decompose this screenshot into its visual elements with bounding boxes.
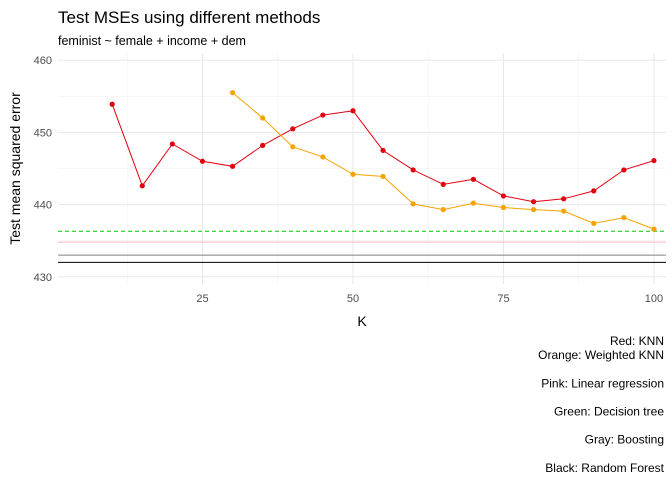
data-point xyxy=(440,207,446,213)
x-tick-label: 50 xyxy=(347,293,359,305)
tick-labels: 430 440 450 460 25 50 75 100 xyxy=(34,55,663,305)
data-point xyxy=(410,167,416,173)
data-point xyxy=(229,163,236,169)
data-point xyxy=(621,214,627,221)
data-point xyxy=(199,158,206,164)
y-tick-label: 440 xyxy=(34,200,52,212)
data-point xyxy=(320,154,326,160)
data-point xyxy=(651,157,657,164)
data-point xyxy=(139,183,145,189)
data-point xyxy=(621,167,627,173)
data-point xyxy=(290,144,296,150)
reference-lines xyxy=(58,230,666,263)
data-point xyxy=(440,181,446,187)
series-layer xyxy=(109,90,657,232)
data-point xyxy=(561,208,567,214)
data-point xyxy=(260,115,266,121)
data-point xyxy=(591,220,597,226)
chart-subtitle: feminist ~ female + income + dem xyxy=(58,34,246,48)
data-point xyxy=(530,207,537,213)
data-point xyxy=(410,201,416,207)
caption-line: Green: Decision tree xyxy=(554,405,664,419)
data-point xyxy=(470,200,476,206)
data-point xyxy=(320,112,326,118)
data-point xyxy=(350,108,356,114)
data-point xyxy=(651,226,657,232)
x-axis-title: K xyxy=(357,313,367,329)
caption-line: Red: KNN xyxy=(610,334,664,348)
y-axis-title: Test mean squared error xyxy=(7,92,23,245)
data-point xyxy=(109,101,115,107)
caption-line: Pink: Linear regression xyxy=(541,376,664,390)
data-point xyxy=(229,90,236,96)
data-point xyxy=(260,142,266,148)
data-point xyxy=(470,176,476,182)
data-point xyxy=(500,204,507,211)
x-tick-label: 25 xyxy=(196,293,208,305)
caption-line: Gray: Boosting xyxy=(585,433,664,447)
chart-title: Test MSEs using different methods xyxy=(58,8,320,27)
x-tick-label: 75 xyxy=(497,293,509,305)
data-point xyxy=(561,196,567,202)
y-tick-label: 460 xyxy=(34,55,52,67)
y-tick-label: 450 xyxy=(34,127,52,139)
caption-line: Black: Random Forest xyxy=(545,461,664,475)
data-point xyxy=(530,199,537,205)
data-point xyxy=(380,147,386,154)
y-tick-label: 430 xyxy=(34,272,52,284)
grid xyxy=(58,53,666,284)
data-point xyxy=(290,126,296,132)
data-point xyxy=(591,188,597,194)
data-point xyxy=(380,173,386,180)
x-tick-label: 100 xyxy=(645,293,663,305)
data-point xyxy=(169,141,175,147)
data-point xyxy=(350,171,356,177)
data-point xyxy=(500,193,507,199)
caption-line: Orange: Weighted KNN xyxy=(538,348,664,362)
